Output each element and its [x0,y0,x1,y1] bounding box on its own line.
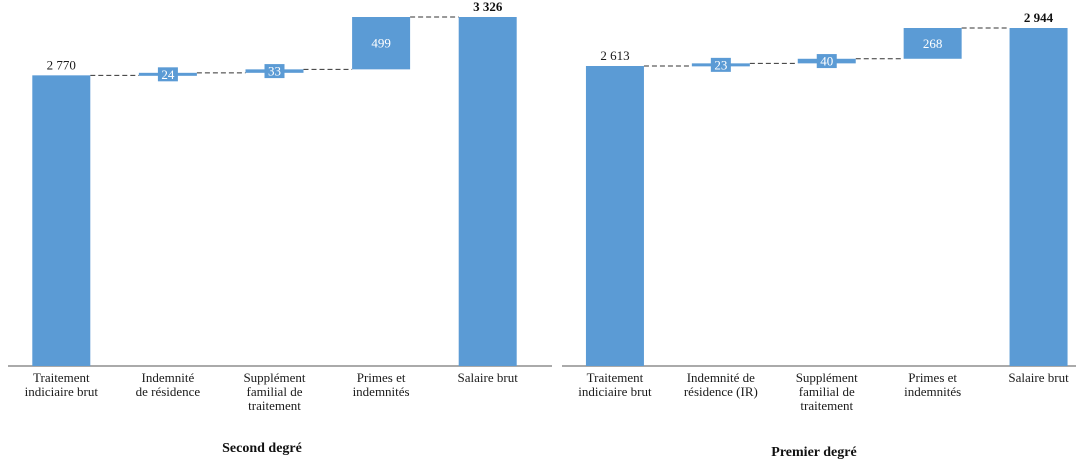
category-label: Salaire brut [1008,370,1069,385]
bar-5 [1009,28,1068,366]
chart-premier-degre: Premier degré 2 613 Traitementindiciaire … [562,10,1076,460]
data-label: 23 [714,57,727,72]
data-label: 2 613 [600,48,629,63]
data-label-box [157,67,178,82]
data-label-total: 3 326 [473,0,503,14]
category-label: Traitement [587,370,644,385]
data-label: 2 770 [47,57,76,72]
data-label: 33 [268,64,281,79]
category-label: Supplément [243,370,305,385]
data-label: 40 [820,54,833,69]
category-label: Indemnité de [687,370,755,385]
bar-1 [585,66,644,366]
bar-5 [458,17,517,366]
data-label: 499 [371,36,391,51]
category-label: Traitement [33,370,90,385]
data-label-box [816,54,837,69]
data-label: 24 [161,67,175,82]
chart-title: Second degré [222,441,302,456]
category-label: résidence (IR) [684,384,758,399]
category-label: Indemnité [142,370,195,385]
bar-4 [903,28,962,59]
category-label: Supplément [796,370,858,385]
category-label: Primes et [357,370,406,385]
data-label-box [264,64,285,79]
data-label-box [710,57,731,72]
category-label: Salaire brut [458,370,519,385]
category-label: familial de [799,384,855,399]
data-label: 268 [923,36,943,51]
category-label: traitement [800,398,853,413]
data-label-total: 2 944 [1024,10,1054,25]
category-label: indiciaire brut [578,384,652,399]
chart-title: Premier degré [771,445,856,460]
category-label: indiciaire brut [25,384,99,399]
bar-4 [352,17,411,70]
category-label: indemnités [353,384,410,399]
category-label: Primes et [908,370,957,385]
category-label: traitement [248,398,301,413]
bar-1 [32,75,91,366]
category-label: indemnités [904,384,961,399]
category-label: de résidence [136,384,201,399]
category-label: familial de [247,384,303,399]
